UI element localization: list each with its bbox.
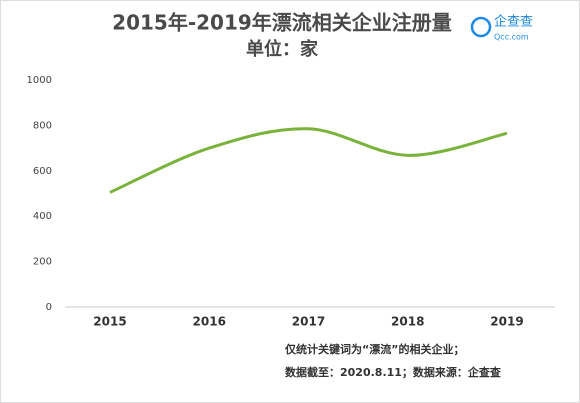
x-tick-label: 2015 (93, 315, 126, 329)
logo: 企查查 Qcc.com (470, 14, 533, 42)
chart-subtitle: 单位：家 (246, 38, 319, 60)
logo-icon (470, 16, 492, 38)
x-tick-label: 2017 (292, 315, 325, 329)
logo-domain: Qcc.com (494, 33, 529, 42)
x-tick-label: 2016 (193, 315, 226, 329)
y-tick-label: 1000 (27, 75, 52, 86)
y-tick-label: 800 (33, 120, 52, 131)
x-tick-label: 2018 (391, 315, 424, 329)
y-tick-label: 600 (33, 166, 52, 177)
y-tick-label: 400 (33, 211, 52, 222)
chart-title: 2015年-2019年漂流相关企业注册量 (112, 11, 452, 35)
logo-name: 企查查 (494, 14, 533, 30)
x-tick-label: 2019 (490, 315, 523, 329)
note: 数据截至：2020.8.11；数据来源：企查查 (285, 365, 501, 379)
line (109, 127, 508, 194)
note: 仅统计关键词为“漂流”的相关企业； (284, 342, 464, 356)
y-tick-label: 200 (33, 257, 52, 268)
y-tick-label: 0 (46, 302, 52, 313)
